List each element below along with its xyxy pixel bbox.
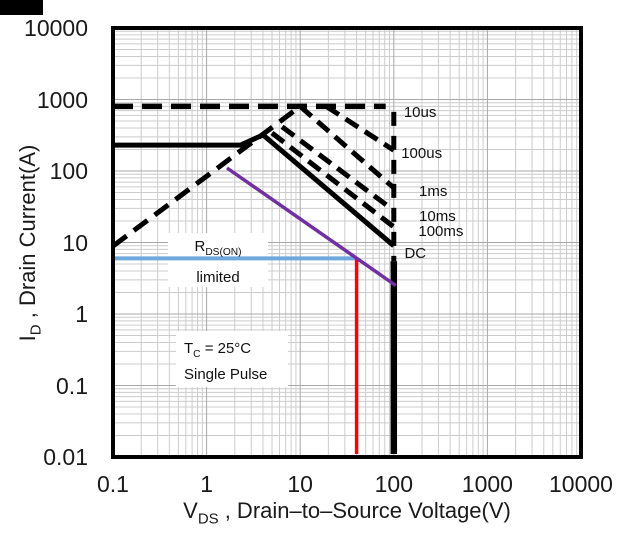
curve-label-100us: 100us — [401, 145, 443, 163]
x-tick-10000: 10000 — [549, 471, 613, 497]
curve-label-1ms: 1ms — [419, 182, 448, 200]
y-tick-100: 100 — [49, 158, 88, 184]
curve-limit-dc — [113, 131, 396, 248]
x-axis-title: VDS , Drain–to–Source Voltage(V) — [97, 498, 597, 532]
curve-label-100ms: 100ms — [418, 223, 464, 241]
corner-mark — [0, 0, 43, 15]
curve-label-10ms: 10ms — [419, 208, 456, 226]
x-axis-symbol: V — [183, 498, 198, 523]
annotation-condition-line2: Single Pulse — [184, 366, 268, 383]
x-tick-100: 100 — [374, 471, 413, 497]
annotation-rdson-line2: limited — [196, 269, 240, 286]
y-axis-title-text: , Drain Current(A) — [15, 144, 40, 325]
y-tick-1000: 1000 — [36, 86, 88, 113]
soa-curves — [111, 103, 398, 454]
y-tick-1: 1 — [75, 301, 88, 327]
y-tick-10: 10 — [62, 229, 88, 256]
annotation-test-condition: TC = 25°C Single Pulse — [184, 339, 267, 385]
annotation-condition-box — [176, 331, 288, 387]
y-tick-0.1: 0.1 — [56, 372, 88, 399]
curve-label-DC: DC — [404, 244, 427, 262]
curve-limit-100us — [324, 104, 396, 153]
x-tick-0.1: 0.1 — [97, 471, 129, 497]
curve-label-10us: 10us — [403, 104, 437, 122]
annotation-rdson-limited: RDS(ON) limited — [168, 237, 268, 288]
plot-border — [111, 26, 583, 459]
curve-rdson-limit-line — [111, 104, 302, 249]
x-axis-title-text: , Drain–to–Source Voltage(V) — [218, 498, 511, 523]
x-tick-1000: 1000 — [461, 471, 513, 497]
y-tick-0.01: 0.01 — [43, 444, 88, 470]
y-axis-symbol-sub: D — [27, 324, 45, 336]
x-tick-1: 1 — [200, 471, 213, 497]
annotation-condition-line1: TC = 25°C — [184, 340, 252, 360]
y-tick-10000: 10000 — [24, 15, 88, 41]
x-tick-10: 10 — [287, 471, 313, 497]
curve-diagonal-guide-purple — [226, 166, 397, 287]
y-axis-title: ID , Drain Current(A) — [15, 73, 45, 413]
curve-limit-100ms — [270, 131, 396, 229]
curve-limit-1ms — [298, 104, 396, 190]
x-axis-symbol-sub: DS — [197, 510, 219, 528]
y-axis-symbol: I — [15, 335, 40, 342]
annotation-rdson-line1: RDS(ON) — [194, 238, 242, 258]
curve-limit-10ms — [280, 124, 396, 213]
